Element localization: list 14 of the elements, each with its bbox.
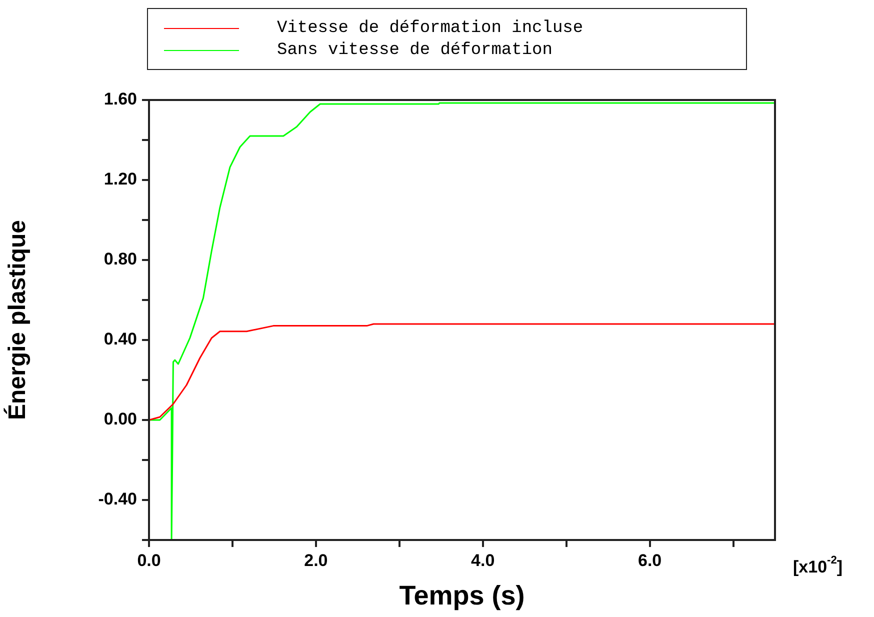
x-tick-label: 0.0 (137, 550, 161, 570)
legend-label: Vitesse de déformation incluse (277, 18, 584, 38)
y-tick-label: -0.40 (98, 490, 137, 509)
x-tick-label: 2.0 (304, 550, 328, 570)
y-tick-label: 1.20 (104, 170, 137, 189)
y-tick-label: 0.40 (104, 330, 137, 349)
y-tick-label: 1.60 (104, 90, 137, 109)
y-tick-label: 0.80 (104, 250, 137, 269)
x-axis-title: Temps (s) (399, 580, 525, 610)
x-tick-label: 6.0 (638, 550, 662, 570)
legend-label: Sans vitesse de déformation (277, 40, 552, 60)
y-tick-label: 0.00 (104, 410, 137, 429)
y-axis-title: Énergie plastique (3, 220, 32, 420)
x-tick-label: 4.0 (471, 550, 495, 570)
